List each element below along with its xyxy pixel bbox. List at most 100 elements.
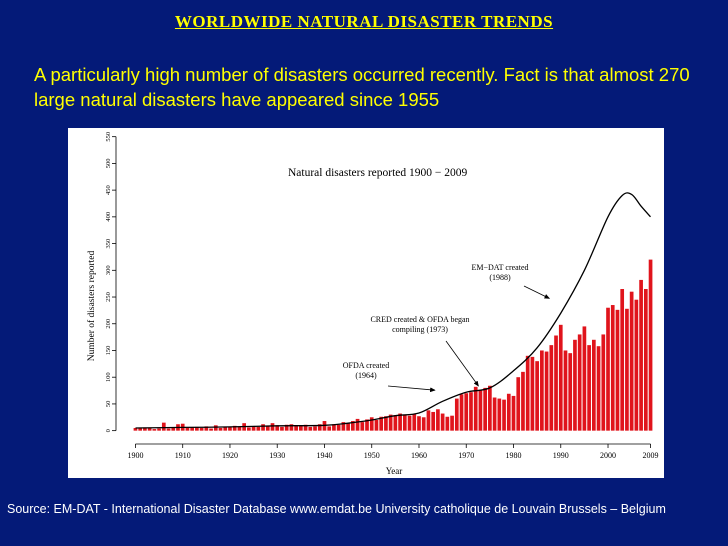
bar-1983 bbox=[525, 355, 530, 431]
bar-2001 bbox=[610, 305, 615, 431]
bar-1952 bbox=[379, 416, 384, 431]
x-tick-label-1950: 1950 bbox=[364, 451, 380, 460]
x-tick-label-1920: 1920 bbox=[222, 451, 238, 460]
bar-1921 bbox=[232, 425, 237, 431]
slide-subtitle: A particularly high number of disasters … bbox=[34, 64, 690, 110]
annotation-1988: EM−DAT created (1988) bbox=[471, 263, 528, 282]
bars-group bbox=[133, 259, 653, 431]
bar-2000 bbox=[606, 307, 610, 431]
bar-1913 bbox=[195, 426, 199, 431]
axes-group: 0 50 100 150 200 250 300 350 400 450 500 550 1900 191… bbox=[105, 132, 659, 460]
bar-1993 bbox=[573, 339, 577, 431]
bar-1995 bbox=[582, 326, 587, 431]
bar-1929 bbox=[270, 423, 275, 431]
bar-1971 bbox=[469, 392, 473, 431]
annotation-1988-line-2: (1988) bbox=[489, 273, 511, 282]
trend-line bbox=[135, 192, 651, 429]
bar-1962 bbox=[426, 410, 431, 431]
bar-1973 bbox=[478, 390, 483, 431]
x-tick-label-1970: 1970 bbox=[458, 451, 474, 460]
bar-1985 bbox=[535, 361, 539, 431]
bar-1959 bbox=[412, 414, 417, 431]
bar-1936 bbox=[303, 424, 308, 431]
bar-2007 bbox=[639, 279, 643, 431]
bar-1904 bbox=[152, 429, 157, 431]
bar-1992 bbox=[568, 353, 573, 431]
bar-1930 bbox=[275, 425, 280, 431]
bar-2004 bbox=[625, 308, 629, 431]
y-tick-label-500: 500 bbox=[105, 159, 112, 169]
x-tick-label-1910: 1910 bbox=[175, 451, 191, 460]
y-tick-label-300: 300 bbox=[105, 265, 112, 275]
bar-1982 bbox=[521, 371, 525, 431]
x-tick-label-1900: 1900 bbox=[128, 451, 144, 460]
bar-1965 bbox=[440, 413, 445, 431]
x-tick-label-1990: 1990 bbox=[553, 451, 569, 460]
bar-1999 bbox=[601, 334, 606, 431]
x-tick-label-2000: 2000 bbox=[600, 451, 616, 460]
annotation-arrow-1988 bbox=[523, 285, 551, 299]
bar-1943 bbox=[336, 424, 341, 431]
bar-1928 bbox=[265, 425, 270, 431]
chart-title: Natural disasters reported 1900 − 2009 bbox=[288, 167, 468, 179]
y-tick-label-50: 50 bbox=[105, 401, 112, 408]
bar-1975 bbox=[488, 385, 492, 431]
bar-1916 bbox=[209, 428, 213, 431]
bar-1964 bbox=[436, 409, 440, 431]
bar-1922 bbox=[237, 426, 242, 431]
bar-1939 bbox=[317, 424, 322, 431]
slide-title: WORLDWIDE NATURAL DISASTER TRENDS bbox=[174, 12, 554, 31]
bar-1938 bbox=[313, 426, 317, 431]
annotation-1973-line-2: compiling (1973) bbox=[392, 325, 448, 334]
bar-1987 bbox=[544, 351, 549, 431]
bar-1906 bbox=[161, 422, 166, 431]
bar-1988 bbox=[549, 345, 554, 431]
bar-1914 bbox=[199, 427, 204, 431]
bar-1976 bbox=[492, 397, 497, 431]
x-tick-label-1940: 1940 bbox=[317, 451, 333, 460]
y-tick-label-0: 0 bbox=[105, 429, 112, 432]
x-tick-label-1930: 1930 bbox=[269, 451, 285, 460]
bar-1902 bbox=[143, 427, 147, 431]
annotation-1973: CRED created & OFDA began compiling (1973… bbox=[370, 315, 469, 334]
bar-1969 bbox=[459, 394, 464, 431]
bar-1968 bbox=[454, 398, 459, 431]
bar-1970 bbox=[464, 393, 469, 431]
annotation-arrow-1964 bbox=[387, 385, 436, 393]
bar-1944 bbox=[341, 422, 346, 431]
bar-1990 bbox=[558, 324, 563, 431]
bar-1918 bbox=[218, 427, 223, 431]
x-tick-label-1980: 1980 bbox=[506, 451, 522, 460]
bar-2006 bbox=[634, 299, 639, 431]
bar-2005 bbox=[629, 291, 634, 431]
y-tick-label-350: 350 bbox=[105, 239, 112, 249]
bar-1949 bbox=[365, 419, 369, 431]
bar-1933 bbox=[289, 424, 294, 431]
bar-2003 bbox=[620, 289, 625, 431]
bar-1986 bbox=[540, 350, 544, 431]
annotation-1973-line-1: CRED created & OFDA began bbox=[370, 315, 469, 324]
annotation-arrow-1973 bbox=[445, 340, 479, 387]
y-tick-label-100: 100 bbox=[105, 372, 112, 382]
bar-1926 bbox=[256, 426, 261, 431]
bar-2002 bbox=[615, 309, 620, 431]
bar-1963 bbox=[431, 411, 436, 431]
annotation-1964-line-2: (1964) bbox=[355, 371, 377, 380]
bar-1972 bbox=[473, 386, 478, 431]
bar-1901 bbox=[138, 428, 143, 431]
disaster-trend-chart: 0 50 100 150 200 250 300 350 400 450 500 550 1900 191… bbox=[86, 132, 659, 476]
bar-1945 bbox=[346, 423, 350, 431]
bar-1974 bbox=[483, 387, 487, 431]
bar-1935 bbox=[299, 425, 303, 431]
bar-1977 bbox=[497, 398, 502, 431]
y-tick-label-250: 250 bbox=[105, 292, 112, 302]
bar-1953 bbox=[384, 416, 388, 431]
y-axis-label: Number of disasters reported bbox=[86, 250, 97, 361]
bar-1919 bbox=[223, 426, 228, 431]
bar-1917 bbox=[213, 425, 218, 431]
x-axis-label: Year bbox=[386, 466, 403, 476]
y-tick-label-200: 200 bbox=[105, 319, 112, 329]
annotations-group: EM−DAT created (1988) CRED created & OFDA … bbox=[343, 263, 551, 393]
bar-1920 bbox=[228, 427, 232, 431]
bar-1967 bbox=[450, 415, 454, 431]
